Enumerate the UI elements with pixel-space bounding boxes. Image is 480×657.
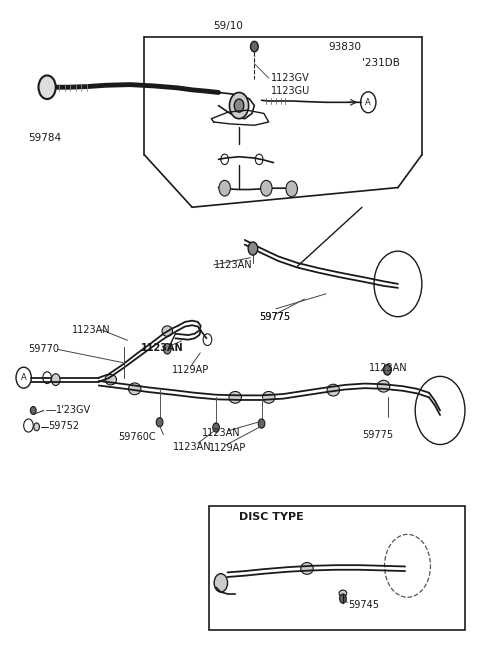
Text: 1123GU: 1123GU xyxy=(271,85,311,95)
Circle shape xyxy=(30,407,36,415)
Circle shape xyxy=(384,365,391,375)
Text: 59745: 59745 xyxy=(348,600,379,610)
Text: 59752: 59752 xyxy=(48,420,80,430)
Text: 1123GV: 1123GV xyxy=(271,73,310,83)
Ellipse shape xyxy=(377,380,390,392)
Circle shape xyxy=(219,180,230,196)
Circle shape xyxy=(213,423,219,432)
Circle shape xyxy=(248,242,258,255)
FancyBboxPatch shape xyxy=(209,505,465,630)
Text: 59775: 59775 xyxy=(259,311,290,322)
Text: 59775: 59775 xyxy=(259,311,290,322)
Text: 59775: 59775 xyxy=(362,430,393,440)
Ellipse shape xyxy=(339,590,347,597)
Circle shape xyxy=(38,76,56,99)
Text: 59784: 59784 xyxy=(28,133,61,143)
Circle shape xyxy=(214,574,228,592)
Circle shape xyxy=(234,99,244,112)
Circle shape xyxy=(339,594,346,603)
Circle shape xyxy=(163,344,171,354)
Text: 59760C: 59760C xyxy=(118,432,156,442)
Ellipse shape xyxy=(301,562,313,574)
Circle shape xyxy=(34,423,39,431)
Text: 59/10: 59/10 xyxy=(213,20,243,31)
Text: 1129AP: 1129AP xyxy=(209,443,246,453)
Text: '231DB: '231DB xyxy=(362,58,400,68)
Text: 93830: 93830 xyxy=(328,41,361,52)
Ellipse shape xyxy=(129,383,141,395)
Circle shape xyxy=(261,180,272,196)
Ellipse shape xyxy=(162,326,172,336)
Text: 1123AN: 1123AN xyxy=(202,428,240,438)
Ellipse shape xyxy=(263,392,275,403)
Circle shape xyxy=(258,419,265,428)
Text: 59770: 59770 xyxy=(28,344,60,355)
Text: 1123AN: 1123AN xyxy=(173,442,212,451)
Text: A: A xyxy=(365,98,371,107)
Ellipse shape xyxy=(105,374,117,385)
Text: 1'23GV: 1'23GV xyxy=(56,405,91,415)
Text: 1123AN: 1123AN xyxy=(214,260,252,270)
Text: 1123AN: 1123AN xyxy=(369,363,408,373)
Circle shape xyxy=(286,181,298,196)
Text: DISC TYPE: DISC TYPE xyxy=(239,512,304,522)
Text: 1123AN: 1123AN xyxy=(141,343,183,353)
Circle shape xyxy=(229,93,249,119)
Circle shape xyxy=(51,374,60,386)
Circle shape xyxy=(251,41,258,52)
Text: 1123AN: 1123AN xyxy=(72,325,110,335)
Ellipse shape xyxy=(229,392,241,403)
Text: 1129AP: 1129AP xyxy=(172,365,209,374)
Text: A: A xyxy=(21,373,26,382)
Ellipse shape xyxy=(327,384,339,396)
Circle shape xyxy=(156,418,163,427)
